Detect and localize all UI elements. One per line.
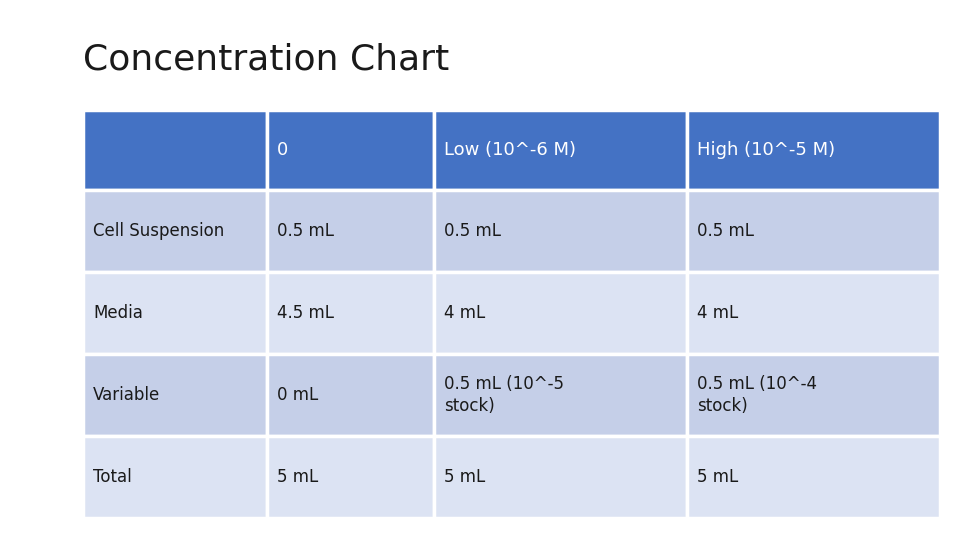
Bar (83, 272, 267, 354)
Text: 0 mL: 0 mL (277, 386, 319, 404)
Text: Cell Suspension: Cell Suspension (93, 222, 225, 240)
Text: 5 mL: 5 mL (277, 468, 319, 486)
Text: 0.5 mL: 0.5 mL (697, 222, 755, 240)
Bar (434, 354, 687, 436)
Text: 0.5 mL (10^-5
stock): 0.5 mL (10^-5 stock) (444, 375, 564, 415)
Text: 0: 0 (277, 141, 289, 159)
Bar (434, 190, 687, 272)
Text: 5 mL: 5 mL (444, 468, 486, 486)
Bar (434, 436, 687, 518)
Text: 5 mL: 5 mL (697, 468, 738, 486)
Bar (434, 110, 687, 190)
Text: Total: Total (93, 468, 132, 486)
Bar (687, 272, 940, 354)
Bar (687, 110, 940, 190)
Bar (687, 354, 940, 436)
Text: 4.5 mL: 4.5 mL (277, 304, 334, 322)
Text: 0.5 mL: 0.5 mL (444, 222, 501, 240)
Bar (687, 190, 940, 272)
Bar (267, 436, 434, 518)
Text: Low (10^-6 M): Low (10^-6 M) (444, 141, 576, 159)
Text: High (10^-5 M): High (10^-5 M) (697, 141, 835, 159)
Text: Media: Media (93, 304, 143, 322)
Text: 4 mL: 4 mL (444, 304, 486, 322)
Bar (267, 190, 434, 272)
Text: Concentration Chart: Concentration Chart (83, 43, 449, 77)
Bar (687, 436, 940, 518)
Text: Variable: Variable (93, 386, 160, 404)
Bar (83, 190, 267, 272)
Bar (83, 354, 267, 436)
Bar (83, 436, 267, 518)
Text: 0.5 mL (10^-4
stock): 0.5 mL (10^-4 stock) (697, 375, 817, 415)
Bar (267, 354, 434, 436)
Text: 0.5 mL: 0.5 mL (277, 222, 334, 240)
Bar (267, 272, 434, 354)
Text: 4 mL: 4 mL (697, 304, 738, 322)
Bar (267, 110, 434, 190)
Bar (83, 110, 267, 190)
Bar (434, 272, 687, 354)
